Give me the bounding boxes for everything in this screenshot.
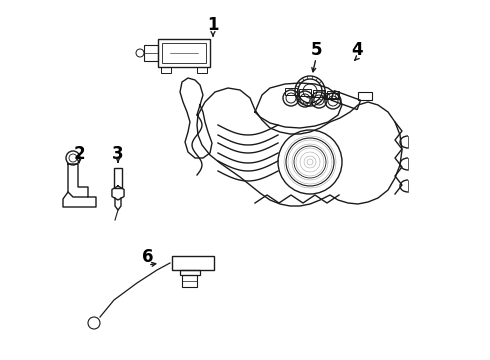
Bar xyxy=(324,93,338,99)
Bar xyxy=(158,39,210,67)
Bar xyxy=(313,90,325,97)
Bar xyxy=(331,91,361,109)
Text: 4: 4 xyxy=(351,41,363,59)
Bar xyxy=(358,92,372,100)
Bar xyxy=(144,45,158,61)
Bar xyxy=(172,256,214,270)
Bar xyxy=(285,88,297,95)
Bar xyxy=(299,89,311,96)
Text: 3: 3 xyxy=(112,145,124,163)
Bar xyxy=(114,168,122,188)
Bar xyxy=(197,67,207,73)
Text: 1: 1 xyxy=(207,16,219,34)
Bar xyxy=(162,43,206,63)
Bar xyxy=(327,91,339,98)
Text: 5: 5 xyxy=(310,41,322,59)
Bar xyxy=(182,275,197,287)
Bar xyxy=(161,67,171,73)
Text: 2: 2 xyxy=(73,145,85,163)
Bar xyxy=(180,270,200,275)
Text: 6: 6 xyxy=(142,248,154,266)
